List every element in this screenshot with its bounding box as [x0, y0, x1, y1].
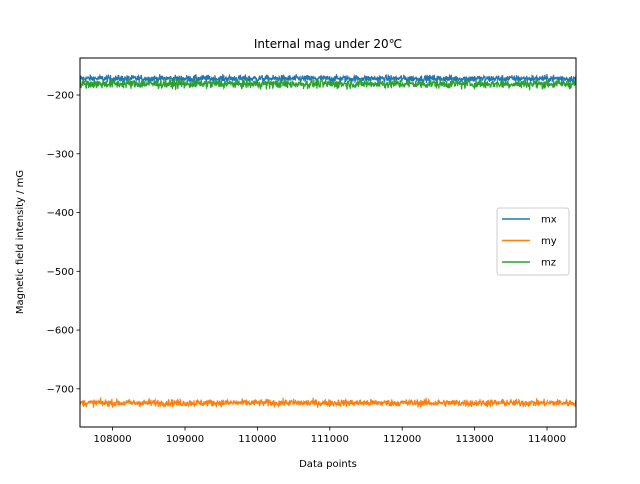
x-tick-label: 109000	[166, 434, 204, 445]
series-layer	[79, 73, 577, 409]
y-tick-label: −700	[47, 384, 74, 395]
legend-label-my: my	[541, 236, 557, 247]
y-axis-label: Magnetic field intensity / mG	[15, 170, 26, 314]
y-tick-label: −200	[47, 91, 74, 102]
x-tick-label: 108000	[93, 434, 131, 445]
y-axis: −200 −300 −400 −500 −600 −700	[47, 91, 80, 395]
y-tick-label: −600	[47, 326, 74, 337]
series-mx-line	[79, 73, 577, 84]
plot-frame	[79, 57, 577, 428]
x-tick-label: 111000	[311, 434, 349, 445]
x-tick-label: 112000	[383, 434, 421, 445]
legend-label-mx: mx	[541, 215, 557, 226]
chart-title: Internal mag under 20℃	[254, 37, 402, 51]
x-axis: 108000 109000 110000 111000 112000 113000 1140…	[93, 427, 566, 445]
series-mz-line	[79, 77, 577, 91]
legend-box	[496, 207, 570, 276]
series-my-line	[79, 397, 577, 409]
y-tick-label: −400	[47, 208, 74, 219]
legend: mx my mz	[496, 207, 570, 276]
x-tick-label: 113000	[456, 434, 494, 445]
legend-label-mz: mz	[541, 258, 556, 269]
x-tick-label: 114000	[528, 434, 566, 445]
x-axis-label: Data points	[299, 459, 357, 470]
x-tick-label: 110000	[238, 434, 276, 445]
y-tick-label: −300	[47, 149, 74, 160]
y-tick-label: −500	[47, 267, 74, 278]
